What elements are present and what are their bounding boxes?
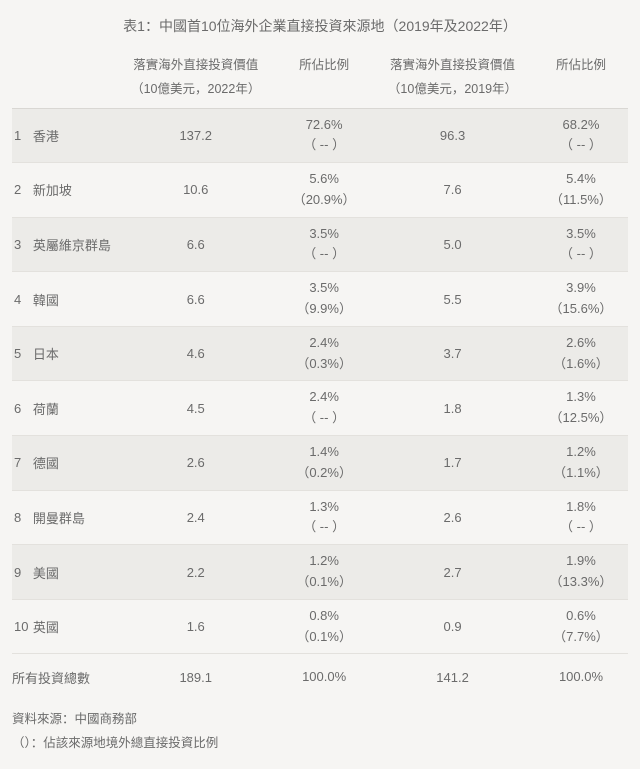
- cell-value-2022: 4.5: [114, 381, 277, 436]
- cell-share-2019: 1.9%（13.3%）: [534, 545, 628, 600]
- table-row: 5日本4.62.4%（0.3%）3.72.6%（1.6%）: [12, 326, 628, 381]
- cell-value-2019: 3.7: [371, 326, 534, 381]
- table-row: 2新加坡10.65.6%（20.9%）7.65.4%（11.5%）: [12, 163, 628, 218]
- cell-total-p2022: 100.0%: [277, 654, 371, 700]
- cell-rank: 10: [12, 599, 33, 654]
- cell-share-2022: 5.6%（20.9%）: [277, 163, 371, 218]
- table-row: 6荷蘭4.52.4%（ -- ）1.81.3%（12.5%）: [12, 381, 628, 436]
- cell-rank: 8: [12, 490, 33, 545]
- cell-rank: 4: [12, 272, 33, 327]
- cell-share-2019: 3.5%（ -- ）: [534, 217, 628, 272]
- cell-value-2022: 4.6: [114, 326, 277, 381]
- cell-value-2022: 2.6: [114, 436, 277, 491]
- cell-share-2019: 68.2%（ -- ）: [534, 108, 628, 163]
- cell-value-2019: 96.3: [371, 108, 534, 163]
- cell-share-2022: 2.4%（ -- ）: [277, 381, 371, 436]
- cell-value-2019: 5.0: [371, 217, 534, 272]
- cell-name: 開曼群島: [33, 490, 114, 545]
- cell-rank: 6: [12, 381, 33, 436]
- cell-value-2022: 6.6: [114, 272, 277, 327]
- cell-name: 美國: [33, 545, 114, 600]
- cell-name: 香港: [33, 108, 114, 163]
- cell-name: 日本: [33, 326, 114, 381]
- table-row: 1香港137.272.6%（ -- ）96.368.2%（ -- ）: [12, 108, 628, 163]
- cell-share-2022: 1.4%（0.2%）: [277, 436, 371, 491]
- cell-rank: 9: [12, 545, 33, 600]
- col-share-2019: 所佔比例: [534, 48, 628, 108]
- cell-total-label: 所有投資總數: [12, 654, 114, 700]
- cell-share-2022: 3.5%（ -- ）: [277, 217, 371, 272]
- table-row: 7德國2.61.4%（0.2%）1.71.2%（1.1%）: [12, 436, 628, 491]
- cell-name: 英國: [33, 599, 114, 654]
- cell-value-2019: 0.9: [371, 599, 534, 654]
- col-value-2019: 落實海外直接投資價值 （10億美元，2019年）: [371, 48, 534, 108]
- cell-rank: 7: [12, 436, 33, 491]
- cell-share-2019: 1.2%（1.1%）: [534, 436, 628, 491]
- cell-value-2019: 2.7: [371, 545, 534, 600]
- table-row: 8開曼群島2.41.3%（ -- ）2.61.8%（ -- ）: [12, 490, 628, 545]
- cell-name: 新加坡: [33, 163, 114, 218]
- cell-value-2019: 5.5: [371, 272, 534, 327]
- footer-source: 資料來源：中國商務部: [12, 708, 628, 732]
- cell-share-2022: 1.2%（0.1%）: [277, 545, 371, 600]
- cell-value-2019: 2.6: [371, 490, 534, 545]
- cell-rank: 3: [12, 217, 33, 272]
- cell-value-2019: 1.7: [371, 436, 534, 491]
- cell-share-2019: 0.6%（7.7%）: [534, 599, 628, 654]
- cell-value-2019: 7.6: [371, 163, 534, 218]
- cell-total-p2019: 100.0%: [534, 654, 628, 700]
- cell-share-2022: 2.4%（0.3%）: [277, 326, 371, 381]
- cell-value-2022: 1.6: [114, 599, 277, 654]
- col-share-2022: 所佔比例: [277, 48, 371, 108]
- table-row: 3英屬維京群島6.63.5%（ -- ）5.03.5%（ -- ）: [12, 217, 628, 272]
- cell-share-2019: 5.4%（11.5%）: [534, 163, 628, 218]
- col-value-2022: 落實海外直接投資價值 （10億美元，2022年）: [114, 48, 277, 108]
- cell-total-v2022: 189.1: [114, 654, 277, 700]
- cell-rank: 1: [12, 108, 33, 163]
- cell-value-2022: 6.6: [114, 217, 277, 272]
- cell-share-2022: 72.6%（ -- ）: [277, 108, 371, 163]
- table-container: 表1：中國首10位海外企業直接投資來源地（2019年及2022年） 落實海外直接…: [0, 0, 640, 769]
- table-row: 4韓國6.63.5%（9.9%）5.53.9%（15.6%）: [12, 272, 628, 327]
- cell-value-2022: 10.6: [114, 163, 277, 218]
- table-row-total: 所有投資總數189.1100.0%141.2100.0%: [12, 654, 628, 700]
- table-header-row: 落實海外直接投資價值 （10億美元，2022年） 所佔比例 落實海外直接投資價值…: [12, 48, 628, 108]
- table-row: 9美國2.21.2%（0.1%）2.71.9%（13.3%）: [12, 545, 628, 600]
- cell-rank: 2: [12, 163, 33, 218]
- table-footer: 資料來源：中國商務部 （）：佔該來源地境外總直接投資比例: [12, 700, 628, 756]
- cell-name: 荷蘭: [33, 381, 114, 436]
- cell-share-2019: 3.9%（15.6%）: [534, 272, 628, 327]
- fdi-table: 落實海外直接投資價值 （10億美元，2022年） 所佔比例 落實海外直接投資價值…: [12, 48, 628, 700]
- footer-note: （）：佔該來源地境外總直接投資比例: [12, 732, 628, 756]
- cell-value-2022: 2.4: [114, 490, 277, 545]
- cell-share-2022: 0.8%（0.1%）: [277, 599, 371, 654]
- col-blank: [12, 48, 114, 108]
- cell-value-2019: 1.8: [371, 381, 534, 436]
- cell-rank: 5: [12, 326, 33, 381]
- cell-share-2019: 2.6%（1.6%）: [534, 326, 628, 381]
- cell-share-2019: 1.3%（12.5%）: [534, 381, 628, 436]
- table-title: 表1：中國首10位海外企業直接投資來源地（2019年及2022年）: [12, 10, 628, 48]
- table-row: 10英國1.60.8%（0.1%）0.90.6%（7.7%）: [12, 599, 628, 654]
- cell-name: 韓國: [33, 272, 114, 327]
- cell-value-2022: 2.2: [114, 545, 277, 600]
- cell-name: 德國: [33, 436, 114, 491]
- cell-value-2022: 137.2: [114, 108, 277, 163]
- cell-share-2022: 1.3%（ -- ）: [277, 490, 371, 545]
- cell-name: 英屬維京群島: [33, 217, 114, 272]
- cell-total-v2019: 141.2: [371, 654, 534, 700]
- cell-share-2022: 3.5%（9.9%）: [277, 272, 371, 327]
- cell-share-2019: 1.8%（ -- ）: [534, 490, 628, 545]
